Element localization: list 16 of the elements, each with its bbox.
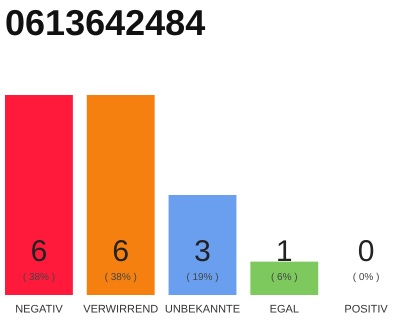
annotation: ( 38% ) [22,272,56,283]
annotation: ( 6% ) [270,272,298,283]
x-tick-label: POSITIV [344,304,388,316]
x-tick-label: NEGATIV [15,304,64,316]
x-tick-label: UNBEKANNTE [164,304,240,316]
data-label: 6 [30,235,48,268]
annotation: ( 38% ) [104,272,137,283]
annotation: ( 0% ) [352,272,380,283]
x-tick-label: VERWIRREND [83,304,158,316]
data-label: 6 [112,235,130,268]
x-tick-label: EGAL [270,304,299,316]
chart-title: 0613642484 [5,2,206,43]
data-label: 1 [276,235,293,268]
data-label: 0 [358,235,374,268]
data-label: 3 [194,235,211,268]
annotation: ( 19% ) [186,272,219,283]
